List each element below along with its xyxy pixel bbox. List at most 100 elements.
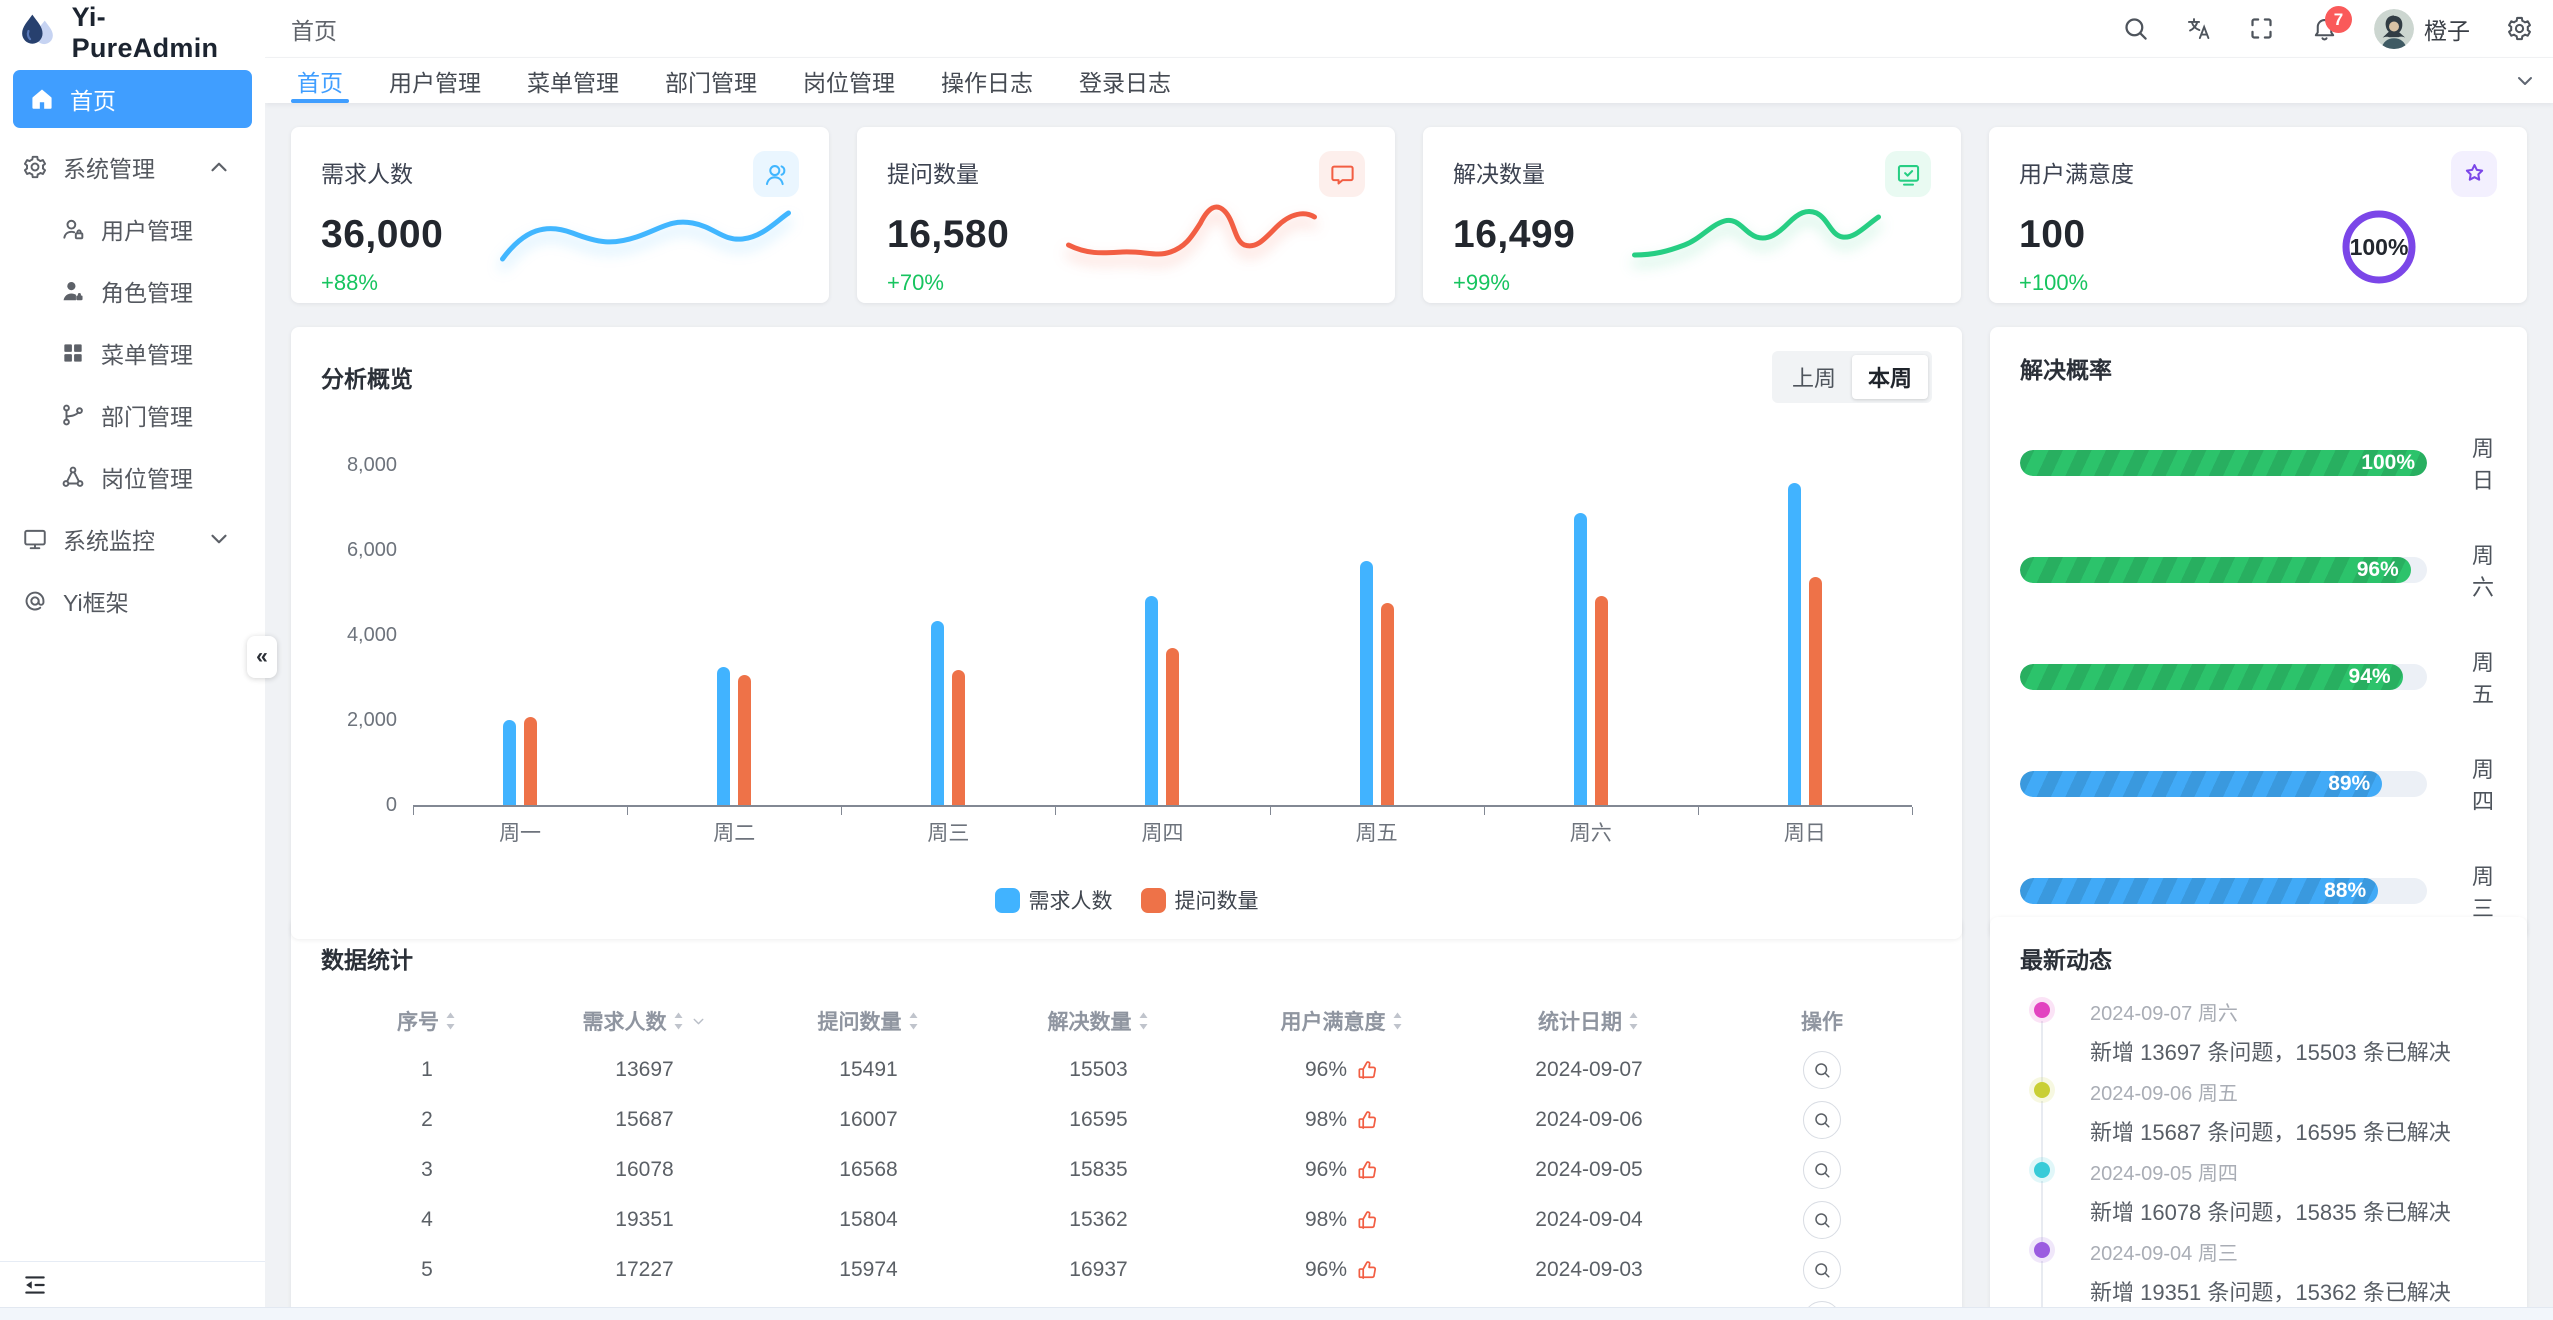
search-icon[interactable] <box>2122 15 2149 42</box>
app-logo[interactable]: Yi-PureAdmin <box>0 0 265 64</box>
table-cell: 19351 <box>615 1208 674 1231</box>
y-axis-tick-label: 2,000 <box>346 709 397 731</box>
progress-fill: 94% <box>2020 664 2403 690</box>
progress-track: 100% <box>2020 450 2427 476</box>
sort-caret-icon[interactable] <box>1137 1010 1150 1032</box>
tab-0[interactable]: 首页 <box>285 58 355 103</box>
user-menu[interactable]: 橙子 <box>2374 8 2470 49</box>
column-header-提问数量[interactable]: 提问数量 <box>756 1006 981 1036</box>
tab-2[interactable]: 菜单管理 <box>527 69 619 96</box>
view-row-button[interactable] <box>1803 1101 1841 1139</box>
satisfaction-value: 96% <box>1304 1258 1348 1281</box>
week-toggle-1[interactable]: 本周 <box>1851 355 1928 399</box>
progress-value-label: 94% <box>2348 665 2391 688</box>
table-cell: 1 <box>421 1058 433 1081</box>
column-header-label: 用户满意度 <box>1280 1011 1386 1034</box>
column-header-解决数量[interactable]: 解决数量 <box>981 1006 1216 1036</box>
view-row-button[interactable] <box>1803 1051 1841 1089</box>
solve-rate-title: 解决概率 <box>2020 357 2112 383</box>
sidebar-item-label: 岗位管理 <box>101 466 193 492</box>
tab-6[interactable]: 登录日志 <box>1079 69 1171 96</box>
app-title: Yi-PureAdmin <box>71 2 219 63</box>
stat-card-2: 解决数量 16,499 +99% <box>1423 127 1961 303</box>
sidebar-group-0[interactable]: 系统管理 <box>0 136 265 198</box>
view-row-button[interactable] <box>1803 1201 1841 1239</box>
bar-提问数量 <box>1594 596 1608 805</box>
bar-group-周一 <box>413 465 627 805</box>
sort-caret-icon[interactable] <box>907 1010 920 1032</box>
sidebar-item-label: 系统管理 <box>63 156 155 182</box>
settings-gear-icon[interactable] <box>2506 15 2533 42</box>
main-area: 首页 7 橙子 首页 用户管理 菜单管理 部门管理 岗位管理 操作日志 登录日志 <box>265 0 2553 1307</box>
stat-card-title: 用户满意度 <box>2019 161 2134 187</box>
table-cell: 15362 <box>1069 1208 1128 1231</box>
sparkline <box>1058 181 1363 281</box>
chevron-down-icon[interactable] <box>2513 69 2537 93</box>
column-header-label: 解决数量 <box>1047 1011 1132 1034</box>
column-header-统计日期[interactable]: 统计日期 <box>1468 1006 1710 1036</box>
timeline-text: 新增 16078 条问题，15835 条已解决 <box>2090 1200 2451 1225</box>
chat-icon <box>1329 161 1356 188</box>
stat-card-delta: +100% <box>2019 270 2089 295</box>
horizontal-scrollbar[interactable] <box>0 1307 2553 1320</box>
column-header-序号[interactable]: 序号 <box>321 1006 533 1036</box>
sidebar-item-label: 菜单管理 <box>101 342 193 368</box>
axis-tick <box>1269 807 1271 815</box>
analysis-overview-card: 分析概览 上周 本周 8,000 6,000 4,000 2,000 0 周一 周二 周三 周四… <box>291 327 1962 939</box>
latest-activity-title: 最新动态 <box>2020 947 2112 973</box>
magnifier-icon <box>1813 1161 1831 1179</box>
sidebar-item-0-1[interactable]: 角色管理 <box>0 260 265 322</box>
bar-需求人数 <box>1787 483 1801 805</box>
tab-1[interactable]: 用户管理 <box>389 69 481 96</box>
tab-4[interactable]: 岗位管理 <box>803 69 895 96</box>
top-header: 首页 7 橙子 <box>265 0 2553 58</box>
legend-item-提问数量[interactable]: 提问数量 <box>1140 885 1259 915</box>
column-header-用户满意度[interactable]: 用户满意度 <box>1216 1006 1468 1036</box>
bell-icon[interactable]: 7 <box>2311 6 2352 42</box>
sort-caret-icon[interactable] <box>672 1010 685 1032</box>
table-row: 3 16078 16568 15835 96% 2024-09-05 <box>321 1145 1932 1195</box>
view-row-button[interactable] <box>1803 1251 1841 1289</box>
view-row-button[interactable] <box>1803 1151 1841 1189</box>
sidebar-item-0-0[interactable]: 用户管理 <box>0 198 265 260</box>
table-cell: 15974 <box>839 1258 898 1281</box>
menu-fold-icon[interactable] <box>22 1272 48 1298</box>
sparkline <box>492 181 797 281</box>
table-cell: 15835 <box>1069 1158 1128 1181</box>
sidebar-toggle-button[interactable]: « <box>247 636 277 678</box>
sort-caret-icon[interactable] <box>1627 1010 1640 1032</box>
sidebar-group-1[interactable]: 系统监控 <box>0 508 265 570</box>
progress-value-label: 100% <box>2361 451 2415 474</box>
sort-caret-icon[interactable] <box>1391 1010 1404 1032</box>
sidebar-item-home[interactable]: 首页 <box>13 70 252 128</box>
column-header-label: 需求人数 <box>582 1011 667 1034</box>
axis-tick <box>627 807 629 815</box>
stat-card-icon-badge <box>1319 151 1365 197</box>
translate-icon[interactable] <box>2185 15 2212 42</box>
avatar[interactable] <box>2374 8 2414 49</box>
column-header-需求人数[interactable]: 需求人数 <box>533 1006 756 1036</box>
stat-card-delta: +70% <box>887 270 944 295</box>
monitor-icon <box>22 526 48 552</box>
timeline-item: 2024-09-06 周五 新增 15687 条问题，16595 条已解决 <box>2034 1077 2497 1165</box>
progress-fill: 89% <box>2020 771 2383 797</box>
week-toggle-0[interactable]: 上周 <box>1791 366 1836 391</box>
tab-5[interactable]: 操作日志 <box>941 69 1033 96</box>
timeline-dot <box>2034 1082 2050 1098</box>
filter-chevron-icon[interactable] <box>690 1013 707 1030</box>
sidebar-item-0-3[interactable]: 部门管理 <box>0 384 265 446</box>
sidebar-link-0[interactable]: Yi框架 <box>0 570 265 632</box>
sidebar-item-0-4[interactable]: 岗位管理 <box>0 446 265 508</box>
tab-3[interactable]: 部门管理 <box>665 69 757 96</box>
axis-tick <box>841 807 843 815</box>
thumbs-up-icon <box>1356 1059 1379 1082</box>
sort-caret-icon[interactable] <box>444 1010 457 1032</box>
column-header-label: 提问数量 <box>817 1011 902 1034</box>
fullscreen-icon[interactable] <box>2248 15 2275 42</box>
progress-track: 88% <box>2020 878 2427 904</box>
legend-item-需求人数[interactable]: 需求人数 <box>994 885 1113 915</box>
dashboard-content: 需求人数 36,000 +88% 提问数量 16,580 +70% 解决数量 16,499 +9… <box>265 103 2553 1307</box>
stat-card-value: 36,000 <box>321 213 444 256</box>
progress-track: 96% <box>2020 557 2427 583</box>
sidebar-item-0-2[interactable]: 菜单管理 <box>0 322 265 384</box>
